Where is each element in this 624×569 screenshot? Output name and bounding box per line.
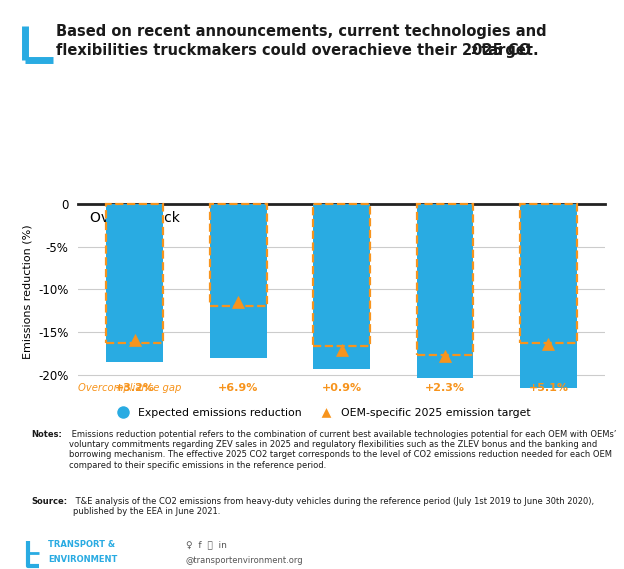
Text: ♀  f  ⓘ  in: ♀ f ⓘ in [186,540,227,549]
Bar [210,204,266,358]
Bar [313,204,370,369]
Text: Overcompliance gap: Overcompliance gap [78,384,182,393]
Bar [210,204,266,306]
Text: Notes:: Notes: [31,430,62,439]
Bar [417,204,474,378]
Text: Based on recent announcements, current technologies and: Based on recent announcements, current t… [56,24,547,39]
Text: @transportenvironment.org: @transportenvironment.org [186,556,303,565]
Text: +3.2%: +3.2% [115,384,155,393]
Legend: Expected emissions reduction, OEM-specific 2025 emission target: Expected emissions reduction, OEM-specif… [108,403,535,422]
Text: Source:: Source: [31,497,67,506]
Text: target.: target. [476,43,539,57]
Bar [520,204,577,343]
Bar [313,204,370,346]
Bar [107,204,163,343]
Text: flexibilities truckmakers could overachieve their 2025 CO: flexibilities truckmakers could overachi… [56,43,531,57]
Text: 2: 2 [470,46,477,56]
Bar [417,204,474,354]
Bar [520,204,577,388]
Text: ENVIRONMENT: ENVIRONMENT [48,555,117,564]
Text: T&E analysis of the CO2 emissions from heavy-duty vehicles during the reference : T&E analysis of the CO2 emissions from h… [73,497,594,516]
Text: +5.1%: +5.1% [529,384,568,393]
Text: +2.3%: +2.3% [425,384,465,393]
Bar [107,204,163,362]
Text: Emissions reduction potential refers to the combination of current best availabl: Emissions reduction potential refers to … [69,430,616,470]
Text: +0.9%: +0.9% [321,384,362,393]
Text: TRANSPORT &: TRANSPORT & [48,540,115,549]
Y-axis label: Emissions reduction (%): Emissions reduction (%) [22,224,32,359]
Text: +6.9%: +6.9% [218,384,258,393]
